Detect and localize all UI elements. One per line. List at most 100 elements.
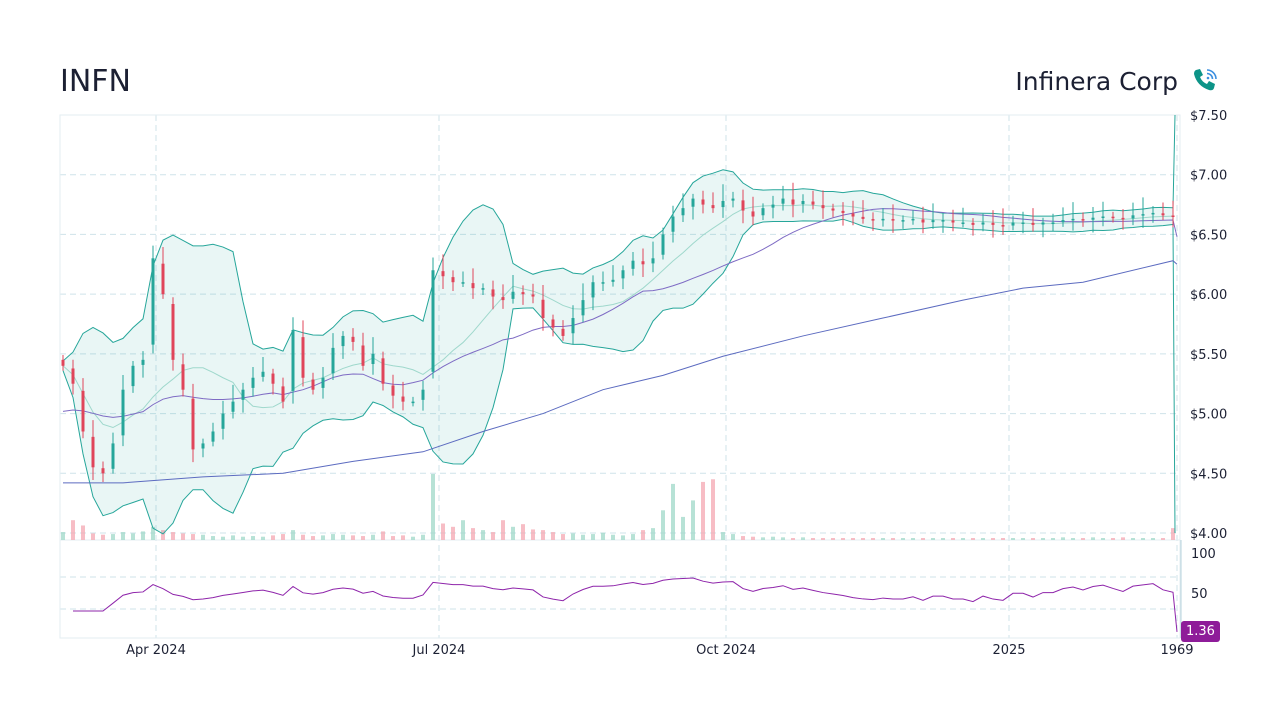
volume-bar	[211, 536, 215, 540]
candle-body	[231, 401, 235, 412]
price-tick-label: $5.50	[1190, 348, 1227, 363]
candle-body	[1091, 217, 1095, 220]
volume-bar	[781, 537, 785, 540]
volume-bar	[601, 532, 605, 540]
candle-body	[521, 292, 525, 295]
volume-bar	[181, 533, 185, 540]
candle-body	[211, 431, 215, 442]
candle-body	[931, 220, 935, 223]
volume-bar	[371, 534, 375, 540]
candle-body	[371, 353, 375, 365]
candle-body	[431, 270, 435, 372]
volume-bar	[261, 536, 265, 540]
volume-bar	[901, 538, 905, 540]
volume-bar	[921, 538, 925, 540]
volume-bar	[471, 528, 475, 540]
rsi-tick-label: 50	[1191, 587, 1208, 602]
candle-body	[1061, 220, 1065, 223]
volume-bar	[71, 520, 75, 540]
volume-bar	[981, 538, 985, 540]
candlesticks	[61, 182, 1175, 483]
candle-body	[91, 436, 95, 468]
volume-bar	[561, 534, 565, 540]
volume-bar	[671, 483, 675, 540]
candle-body	[551, 319, 555, 328]
candle-body	[791, 199, 795, 205]
candle-body	[631, 260, 635, 269]
volume-bar	[1141, 538, 1145, 540]
volume-bar	[131, 533, 135, 540]
volume-bar	[221, 536, 225, 540]
time-tick-label: Jul 2024	[412, 643, 466, 658]
volume-bar	[61, 532, 65, 540]
volume-bar	[651, 528, 655, 540]
axes: $7.50 $7.00 $6.50 $6.00 $5.50 $5.00 $4.50 $4.00…	[126, 109, 1227, 658]
candle-body	[921, 219, 925, 223]
volume-bar	[641, 530, 645, 540]
candle-body	[461, 282, 465, 284]
volume-bar	[1151, 538, 1155, 540]
candle-body	[741, 200, 745, 211]
candle-body	[101, 468, 105, 474]
volume-bar	[541, 530, 545, 540]
volume-bar	[301, 534, 305, 540]
candle-body	[641, 261, 645, 265]
candle-body	[721, 200, 725, 208]
candle-body	[671, 216, 675, 232]
volume-bar	[521, 524, 525, 540]
candle-body	[111, 443, 115, 469]
volume-bar	[1121, 537, 1125, 540]
phone-signal-icon	[1194, 69, 1217, 91]
volume-bar	[861, 538, 865, 540]
candle-body	[221, 413, 225, 429]
candle-body	[131, 365, 135, 387]
volume-bar	[911, 538, 915, 540]
bollinger-bands	[62, 114, 1176, 535]
volume-bar	[571, 533, 575, 540]
volume-bar	[161, 530, 165, 540]
volume-bar	[291, 530, 295, 540]
candle-body	[391, 385, 395, 396]
volume-bar	[81, 525, 85, 540]
volume-bar	[151, 526, 155, 540]
volume-bar	[231, 535, 235, 540]
candle-body	[591, 282, 595, 298]
candle-body	[1171, 215, 1175, 217]
candle-body	[1121, 217, 1125, 220]
volume-bar	[991, 538, 995, 540]
candle-body	[831, 208, 835, 211]
candle-body	[351, 336, 355, 342]
candle-body	[1161, 213, 1165, 216]
candle-body	[891, 219, 895, 221]
volume-bar	[801, 537, 805, 540]
candle-body	[811, 201, 815, 205]
candle-body	[331, 347, 335, 374]
candle-body	[851, 213, 855, 217]
volume-bar	[331, 534, 335, 540]
volume-bar	[891, 538, 895, 540]
price-tick-label: $4.00	[1190, 527, 1227, 542]
volume-bar	[141, 531, 145, 540]
volume-bar	[431, 474, 435, 540]
volume-bar	[91, 533, 95, 540]
company-name: Infinera Corp	[1015, 67, 1178, 96]
volume-bar	[381, 531, 385, 540]
candle-body	[571, 318, 575, 334]
price-tick-label: $7.00	[1190, 169, 1227, 184]
volume-bar	[961, 538, 965, 540]
candle-body	[541, 299, 545, 319]
volume-bar	[251, 536, 255, 540]
volume-bar	[1041, 538, 1045, 540]
candle-body	[171, 303, 175, 360]
candle-body	[1041, 222, 1045, 225]
volume-bar	[721, 532, 725, 540]
volume-bar	[751, 536, 755, 540]
candle-body	[951, 220, 955, 223]
candle-body	[1131, 215, 1135, 219]
volume-bar	[501, 520, 505, 540]
candle-body	[261, 371, 265, 377]
price-tick-label: $7.50	[1190, 109, 1227, 124]
candle-body	[981, 222, 985, 225]
candle-body	[451, 277, 455, 283]
